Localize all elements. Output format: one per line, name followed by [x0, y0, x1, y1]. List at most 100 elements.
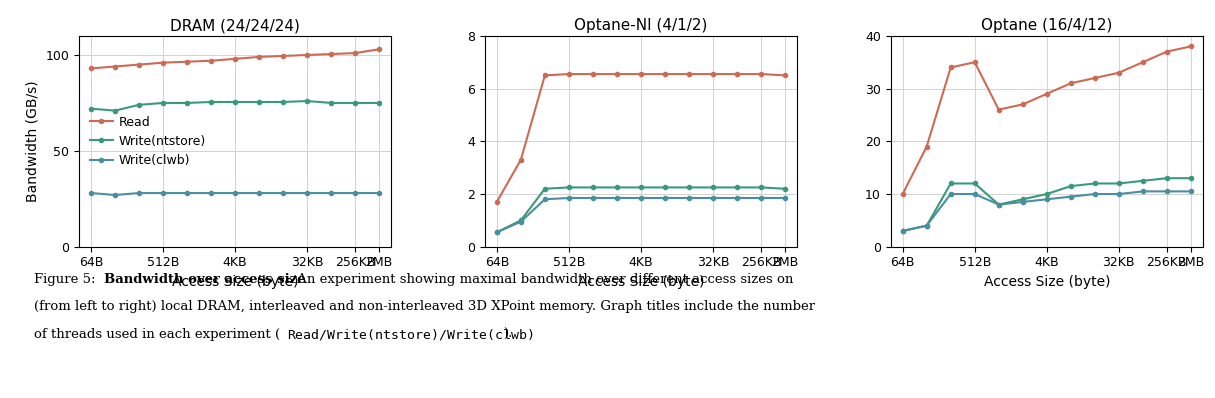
Write(clwb) — [1183, 189, 1198, 194]
Write(clwb) — [252, 191, 266, 195]
Write(ntstore) — [108, 108, 123, 113]
Write(ntstore) — [156, 101, 170, 105]
Read — [991, 107, 1006, 112]
Write(ntstore) — [682, 185, 696, 190]
Write(ntstore) — [706, 185, 720, 190]
Text: ).: ). — [503, 328, 513, 341]
Write(clwb) — [1016, 199, 1030, 204]
Write(clwb) — [1136, 189, 1151, 194]
Write(ntstore) — [753, 185, 768, 190]
Read — [276, 54, 290, 59]
Line: Write(clwb): Write(clwb) — [495, 196, 787, 234]
Write(clwb) — [180, 191, 194, 195]
Write(clwb) — [991, 202, 1006, 207]
Write(clwb) — [967, 191, 982, 196]
Write(clwb) — [586, 195, 600, 200]
Read — [610, 72, 625, 76]
Read — [1016, 102, 1030, 107]
Write(ntstore) — [131, 102, 146, 107]
Write(clwb) — [943, 191, 957, 196]
Read — [682, 72, 696, 76]
Read — [730, 72, 745, 76]
Write(ntstore) — [1112, 181, 1126, 186]
Write(clwb) — [514, 219, 529, 224]
Write(ntstore) — [778, 186, 792, 191]
Legend: Read, Write(ntstore), Write(clwb): Read, Write(ntstore), Write(clwb) — [85, 111, 211, 172]
Read — [706, 72, 720, 76]
Read — [1087, 76, 1102, 80]
Read — [778, 73, 792, 78]
Write(clwb) — [204, 191, 219, 195]
Write(clwb) — [895, 228, 910, 233]
Write(clwb) — [372, 191, 386, 195]
Write(clwb) — [324, 191, 339, 195]
Write(ntstore) — [586, 185, 600, 190]
Write(clwb) — [1063, 194, 1078, 199]
Write(clwb) — [108, 193, 123, 197]
Text: An experiment showing maximal bandwidth over different access sizes on: An experiment showing maximal bandwidth … — [293, 273, 793, 286]
Write(clwb) — [156, 191, 170, 195]
Write(ntstore) — [300, 99, 315, 103]
Read — [514, 157, 529, 162]
Write(clwb) — [276, 191, 290, 195]
Line: Write(ntstore): Write(ntstore) — [900, 176, 1193, 233]
Y-axis label: Bandwidth (GB/s): Bandwidth (GB/s) — [26, 80, 40, 202]
Read — [84, 66, 98, 71]
Write(ntstore) — [730, 185, 745, 190]
Title: Optane-NI (4/1/2): Optane-NI (4/1/2) — [575, 18, 707, 33]
Read — [561, 72, 576, 76]
Title: DRAM (24/24/24): DRAM (24/24/24) — [170, 18, 300, 33]
Write(clwb) — [347, 191, 362, 195]
Write(ntstore) — [1183, 176, 1198, 181]
Write(ntstore) — [490, 230, 504, 235]
Read — [537, 73, 552, 78]
Read — [1136, 60, 1151, 64]
Line: Write(ntstore): Write(ntstore) — [89, 99, 382, 113]
Text: Bandwidth over access size: Bandwidth over access size — [104, 273, 306, 286]
Write(ntstore) — [1159, 176, 1174, 181]
Write(clwb) — [227, 191, 242, 195]
Write(ntstore) — [967, 181, 982, 186]
Line: Read: Read — [900, 44, 1193, 196]
Write(clwb) — [634, 195, 649, 200]
Title: Optane (16/4/12): Optane (16/4/12) — [981, 18, 1113, 33]
Read — [490, 199, 504, 204]
Write(clwb) — [730, 195, 745, 200]
Read — [920, 144, 934, 149]
Read — [252, 55, 266, 59]
Read — [1112, 70, 1126, 75]
Text: Figure 5:: Figure 5: — [34, 273, 104, 286]
Line: Read: Read — [89, 47, 382, 70]
Write(clwb) — [131, 191, 146, 195]
Line: Write(clwb): Write(clwb) — [900, 189, 1193, 233]
Read — [657, 72, 672, 76]
Write(clwb) — [1159, 189, 1174, 194]
X-axis label: Access Size (byte): Access Size (byte) — [171, 275, 299, 289]
Text: (from left to right) local DRAM, interleaved and non-interleaved 3D XPoint memor: (from left to right) local DRAM, interle… — [34, 300, 815, 314]
Write(clwb) — [610, 195, 625, 200]
Read — [131, 62, 146, 67]
Line: Write(ntstore): Write(ntstore) — [495, 185, 787, 234]
X-axis label: Access Size (byte): Access Size (byte) — [577, 275, 705, 289]
Write(clwb) — [1112, 191, 1126, 196]
Text: Read/Write(ntstore)/Write(clwb): Read/Write(ntstore)/Write(clwb) — [287, 328, 535, 341]
Read — [108, 64, 123, 69]
Write(clwb) — [657, 195, 672, 200]
Text: of threads used in each experiment (: of threads used in each experiment ( — [34, 328, 281, 341]
Write(ntstore) — [204, 100, 219, 104]
Write(ntstore) — [252, 100, 266, 104]
Write(ntstore) — [347, 101, 362, 105]
Line: Write(clwb): Write(clwb) — [89, 191, 382, 197]
Write(ntstore) — [943, 181, 957, 186]
Write(ntstore) — [276, 100, 290, 104]
Write(ntstore) — [1063, 184, 1078, 189]
Write(clwb) — [753, 195, 768, 200]
Write(clwb) — [561, 195, 576, 200]
Write(ntstore) — [657, 185, 672, 190]
Write(clwb) — [1040, 197, 1055, 202]
Write(ntstore) — [180, 101, 194, 105]
Write(clwb) — [490, 230, 504, 235]
Read — [347, 51, 362, 55]
Write(clwb) — [706, 195, 720, 200]
Write(clwb) — [537, 197, 552, 202]
